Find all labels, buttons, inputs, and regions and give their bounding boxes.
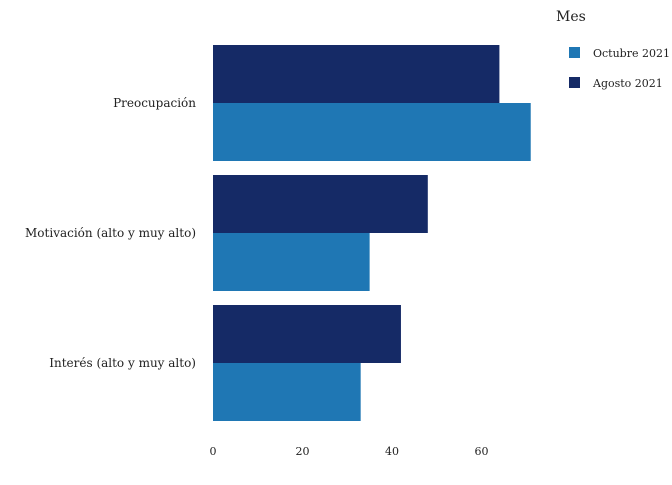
legend: Mes Octubre 2021 Agosto 2021 bbox=[556, 9, 670, 90]
bar-octubre-0 bbox=[213, 103, 531, 161]
legend-swatch bbox=[569, 77, 580, 88]
bar-octubre-2 bbox=[213, 363, 361, 421]
x-axis-tick-labels: 0 20 40 60 bbox=[210, 445, 489, 458]
category-label: Motivación (alto y muy alto) bbox=[25, 226, 196, 240]
x-tick-label: 60 bbox=[475, 445, 489, 458]
legend-title: Mes bbox=[556, 9, 586, 25]
x-tick-label: 20 bbox=[296, 445, 310, 458]
legend-swatch bbox=[569, 47, 580, 58]
legend-label: Agosto 2021 bbox=[592, 77, 663, 90]
bars-layer bbox=[213, 45, 531, 421]
category-labels: Preocupación Motivación (alto y muy alto)… bbox=[25, 96, 196, 370]
legend-label: Octubre 2021 bbox=[593, 47, 670, 60]
bar-agosto-0 bbox=[213, 45, 500, 103]
x-tick-label: 0 bbox=[210, 445, 217, 458]
bar-agosto-2 bbox=[213, 305, 401, 363]
bar-agosto-1 bbox=[213, 175, 428, 233]
bar-octubre-1 bbox=[213, 233, 370, 291]
category-label: Preocupación bbox=[113, 96, 196, 110]
x-tick-label: 40 bbox=[385, 445, 399, 458]
category-label: Interés (alto y muy alto) bbox=[49, 356, 196, 370]
